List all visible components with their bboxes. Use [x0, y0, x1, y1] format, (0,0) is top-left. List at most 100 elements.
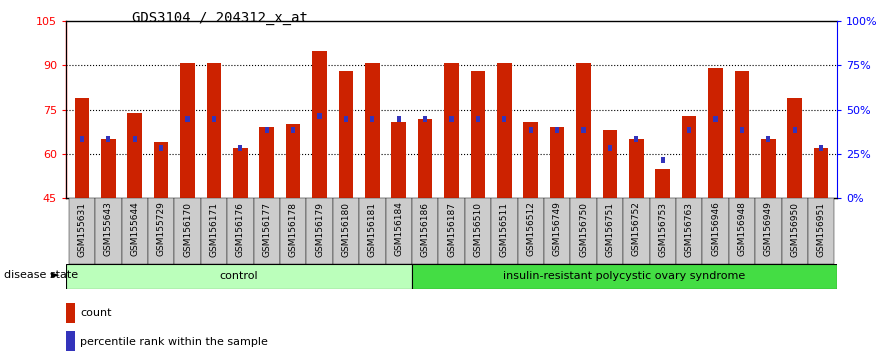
Bar	[344, 116, 348, 121]
Bar	[502, 116, 507, 121]
Bar	[708, 68, 722, 198]
Bar	[259, 127, 274, 198]
Text: GSM156950: GSM156950	[790, 201, 799, 257]
Bar	[655, 169, 670, 198]
Bar	[808, 198, 834, 264]
Bar	[312, 51, 327, 198]
Text: GSM156187: GSM156187	[447, 201, 456, 257]
Bar	[634, 136, 639, 142]
Text: disease state: disease state	[4, 270, 78, 280]
Text: GDS3104 / 204312_x_at: GDS3104 / 204312_x_at	[132, 11, 308, 25]
Bar	[814, 148, 828, 198]
Bar	[333, 198, 359, 264]
Text: GSM156949: GSM156949	[764, 201, 773, 256]
Text: GSM156763: GSM156763	[685, 201, 693, 257]
Bar	[69, 198, 95, 264]
Bar	[570, 198, 596, 264]
Bar	[307, 198, 333, 264]
Bar	[201, 198, 227, 264]
Bar	[608, 145, 612, 151]
Text: GSM156181: GSM156181	[367, 201, 377, 257]
Text: GSM156948: GSM156948	[737, 201, 746, 256]
Bar	[464, 198, 491, 264]
Bar	[207, 63, 221, 198]
Bar	[101, 139, 115, 198]
Bar	[819, 145, 823, 151]
Bar	[185, 116, 189, 121]
Bar	[154, 142, 168, 198]
Text: GSM156186: GSM156186	[420, 201, 430, 257]
Bar	[523, 121, 538, 198]
Bar	[396, 116, 401, 121]
Bar	[497, 63, 512, 198]
Bar	[661, 157, 665, 163]
Bar	[596, 198, 623, 264]
Text: count: count	[80, 308, 112, 318]
Bar	[476, 116, 480, 121]
Bar	[581, 127, 586, 133]
Bar	[444, 63, 459, 198]
Bar	[365, 63, 380, 198]
Bar	[687, 127, 692, 133]
Text: GSM155644: GSM155644	[130, 201, 139, 256]
Bar	[66, 331, 76, 351]
Bar	[623, 198, 649, 264]
Text: GSM156946: GSM156946	[711, 201, 720, 256]
Bar	[132, 136, 137, 142]
Text: ►: ►	[51, 270, 60, 280]
Bar	[359, 198, 386, 264]
Bar	[649, 198, 676, 264]
Text: GSM156177: GSM156177	[263, 201, 271, 257]
Text: GSM156750: GSM156750	[579, 201, 588, 257]
Text: GSM155643: GSM155643	[104, 201, 113, 256]
Text: GSM156951: GSM156951	[817, 201, 825, 257]
Bar	[629, 139, 644, 198]
Text: GSM156170: GSM156170	[183, 201, 192, 257]
Bar	[418, 119, 433, 198]
Bar	[174, 198, 201, 264]
Bar	[227, 198, 254, 264]
Bar	[439, 198, 464, 264]
Bar	[735, 72, 749, 198]
Bar	[550, 127, 565, 198]
Bar	[411, 264, 837, 289]
Bar	[603, 130, 618, 198]
Bar	[449, 116, 454, 121]
Text: GSM156753: GSM156753	[658, 201, 667, 257]
Text: control: control	[219, 271, 258, 281]
Bar	[491, 198, 517, 264]
Text: GSM156512: GSM156512	[526, 201, 536, 256]
Text: GSM156176: GSM156176	[236, 201, 245, 257]
Bar	[412, 198, 439, 264]
Bar	[181, 63, 195, 198]
Text: GSM156510: GSM156510	[473, 201, 483, 257]
Bar	[291, 127, 295, 133]
Bar	[576, 63, 591, 198]
Bar	[106, 136, 110, 142]
Bar	[793, 127, 797, 133]
Text: GSM156178: GSM156178	[289, 201, 298, 257]
Bar	[317, 113, 322, 119]
Text: GSM156511: GSM156511	[500, 201, 509, 257]
Text: GSM155729: GSM155729	[157, 201, 166, 256]
Text: GSM156179: GSM156179	[315, 201, 324, 257]
Bar	[80, 136, 84, 142]
Bar	[280, 198, 307, 264]
Bar	[338, 72, 353, 198]
Text: insulin-resistant polycystic ovary syndrome: insulin-resistant polycystic ovary syndr…	[503, 271, 745, 281]
Bar	[517, 198, 544, 264]
Bar	[714, 116, 718, 121]
Bar	[122, 198, 148, 264]
Bar	[729, 198, 755, 264]
Bar	[233, 148, 248, 198]
Text: percentile rank within the sample: percentile rank within the sample	[80, 337, 268, 347]
Bar	[148, 198, 174, 264]
Text: GSM156171: GSM156171	[210, 201, 218, 257]
Bar	[254, 198, 280, 264]
Bar	[529, 127, 533, 133]
Bar	[544, 198, 570, 264]
Bar	[766, 136, 771, 142]
Bar	[555, 127, 559, 133]
Bar	[370, 116, 374, 121]
Bar	[66, 303, 76, 323]
